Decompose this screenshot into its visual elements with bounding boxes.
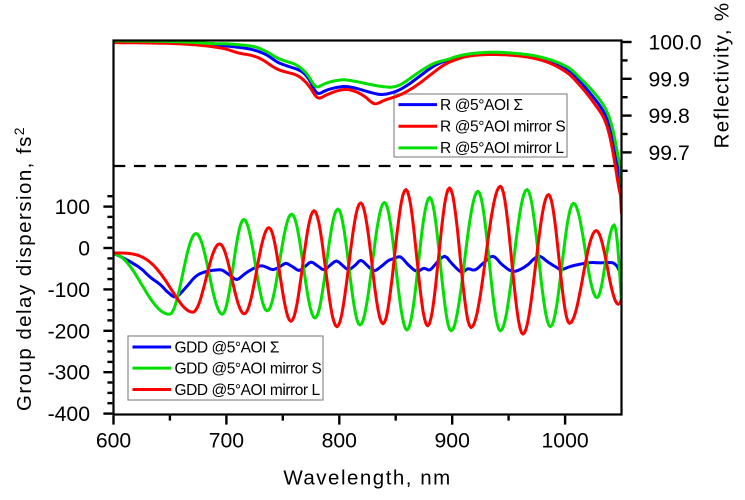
svg-text:800: 800 [322, 430, 357, 453]
svg-text:99.9: 99.9 [649, 68, 690, 91]
svg-text:-200: -200 [48, 320, 90, 343]
svg-text:600: 600 [96, 430, 131, 453]
svg-text:R @5°AOI mirror S: R @5°AOI mirror S [440, 119, 565, 136]
svg-text:GDD @5°AOI mirror L: GDD @5°AOI mirror L [175, 382, 321, 399]
svg-text:GDD @5°AOI mirror S: GDD @5°AOI mirror S [175, 360, 322, 377]
svg-text:100.0: 100.0 [649, 32, 702, 55]
svg-text:Wavelength, nm: Wavelength, nm [283, 467, 451, 490]
svg-text:700: 700 [209, 430, 244, 453]
svg-text:-300: -300 [48, 362, 90, 385]
svg-text:R @5°AOI Σ: R @5°AOI Σ [440, 97, 523, 114]
svg-text:Group delay dispersion, fs2: Group delay dispersion, fs2 [11, 126, 36, 411]
svg-text:R @5°AOI mirror L: R @5°AOI mirror L [440, 140, 564, 157]
svg-text:GDD @5°AOI Σ: GDD @5°AOI Σ [175, 339, 280, 356]
svg-text:900: 900 [435, 430, 470, 453]
svg-text:100: 100 [55, 196, 90, 219]
svg-text:99.8: 99.8 [649, 105, 690, 128]
svg-text:99.7: 99.7 [649, 142, 690, 165]
svg-text:-400: -400 [48, 403, 90, 426]
svg-text:0: 0 [78, 238, 90, 261]
svg-text:Reflectivity, %: Reflectivity, % [711, 2, 734, 149]
svg-text:-100: -100 [48, 279, 90, 302]
svg-text:1000: 1000 [542, 430, 589, 453]
